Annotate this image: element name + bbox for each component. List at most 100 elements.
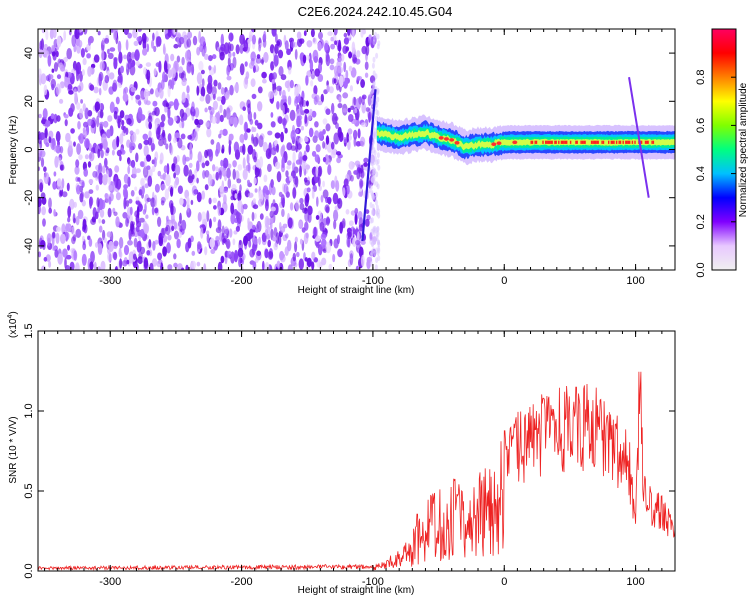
- signal-peak: [563, 140, 565, 144]
- noise-speck: [60, 164, 64, 171]
- noise-speck: [160, 200, 165, 206]
- signal-peak: [629, 140, 631, 144]
- colorbar-label: Normalized spectral amplitude: [738, 82, 749, 217]
- noise-speck: [152, 100, 158, 107]
- signal-peak: [560, 140, 563, 144]
- noise-speck: [167, 69, 172, 79]
- noise-speck: [290, 40, 295, 49]
- noise-speck: [304, 210, 310, 222]
- noise-speck: [361, 122, 367, 128]
- noise-speck: [212, 164, 216, 172]
- streak-line: [361, 89, 377, 242]
- noise-speck: [213, 79, 218, 87]
- noise-fringe: [376, 43, 380, 50]
- noise-speck: [206, 210, 210, 222]
- noise-speck: [289, 202, 294, 211]
- noise-fringe: [372, 227, 376, 234]
- noise-speck: [312, 49, 319, 62]
- noise-speck: [279, 226, 286, 233]
- noise-speck: [115, 216, 120, 228]
- noise-speck: [313, 96, 318, 106]
- noise-speck: [118, 51, 123, 64]
- noise-speck: [80, 191, 84, 200]
- noise-speck: [130, 230, 135, 237]
- noise-speck: [143, 257, 149, 269]
- noise-speck: [143, 223, 150, 234]
- noise-speck: [325, 123, 331, 132]
- noise-speck: [170, 67, 176, 79]
- noise-speck: [78, 133, 84, 144]
- noise-speck: [191, 63, 195, 76]
- noise-speck: [153, 68, 157, 76]
- noise-speck: [332, 253, 336, 263]
- noise-speck: [173, 43, 179, 49]
- noise-speck: [87, 161, 92, 168]
- noise-speck: [131, 166, 137, 179]
- noise-speck: [264, 229, 268, 236]
- noise-speck: [82, 127, 86, 133]
- noise-speck: [298, 220, 303, 228]
- noise-speck: [265, 148, 272, 160]
- noise-speck: [330, 36, 334, 42]
- noise-speck: [76, 143, 81, 155]
- noise-speck: [315, 165, 319, 178]
- noise-speck: [125, 200, 130, 207]
- noise-speck: [173, 115, 178, 122]
- noise-speck: [80, 48, 85, 58]
- noise-speck: [38, 201, 42, 208]
- noise-fringe: [374, 264, 378, 270]
- noise-speck: [83, 121, 89, 128]
- noise-speck: [94, 101, 101, 112]
- noise-speck: [222, 157, 229, 169]
- noise-speck: [107, 207, 112, 218]
- noise-speck: [103, 120, 109, 128]
- noise-speck: [167, 264, 173, 270]
- noise-speck: [129, 130, 134, 136]
- noise-speck: [326, 196, 332, 204]
- signal-peak: [542, 140, 544, 144]
- noise-speck: [287, 264, 294, 270]
- noise-speck: [43, 172, 50, 185]
- noise-speck: [204, 53, 209, 61]
- noise-speck: [201, 162, 206, 169]
- noise-speck: [187, 31, 193, 39]
- noise-speck: [39, 132, 46, 141]
- noise-speck: [333, 132, 340, 145]
- noise-speck: [129, 220, 134, 232]
- noise-speck: [332, 192, 339, 205]
- noise-speck: [251, 93, 257, 100]
- colorbar-tick-label: 0.0: [695, 262, 707, 277]
- noise-speck: [178, 71, 185, 79]
- noise-speck: [258, 189, 264, 202]
- noise-speck: [281, 118, 287, 126]
- noise-speck: [208, 218, 212, 229]
- noise-speck: [298, 137, 303, 143]
- noise-speck: [57, 253, 63, 265]
- noise-speck: [67, 205, 72, 218]
- noise-speck: [183, 101, 190, 108]
- noise-speck: [361, 95, 365, 106]
- noise-speck: [226, 167, 231, 179]
- signal-peak: [562, 140, 564, 144]
- noise-speck: [339, 75, 344, 88]
- noise-speck: [98, 172, 103, 185]
- noise-speck: [364, 72, 369, 78]
- noise-speck: [152, 240, 156, 251]
- noise-speck: [343, 37, 349, 45]
- noise-speck: [302, 54, 307, 64]
- signal-peak: [491, 142, 497, 146]
- noise-speck: [213, 64, 217, 74]
- noise-speck: [318, 31, 323, 40]
- noise-speck: [84, 191, 90, 199]
- noise-speck: [48, 136, 52, 144]
- noise-speck: [349, 253, 354, 266]
- noise-speck: [151, 206, 155, 216]
- noise-speck: [317, 165, 323, 177]
- noise-speck: [228, 143, 232, 155]
- noise-speck: [200, 86, 206, 98]
- noise-speck: [352, 54, 357, 65]
- noise-speck: [355, 239, 361, 246]
- noise-speck: [368, 34, 373, 45]
- noise-speck: [217, 205, 221, 217]
- noise-speck: [227, 56, 231, 68]
